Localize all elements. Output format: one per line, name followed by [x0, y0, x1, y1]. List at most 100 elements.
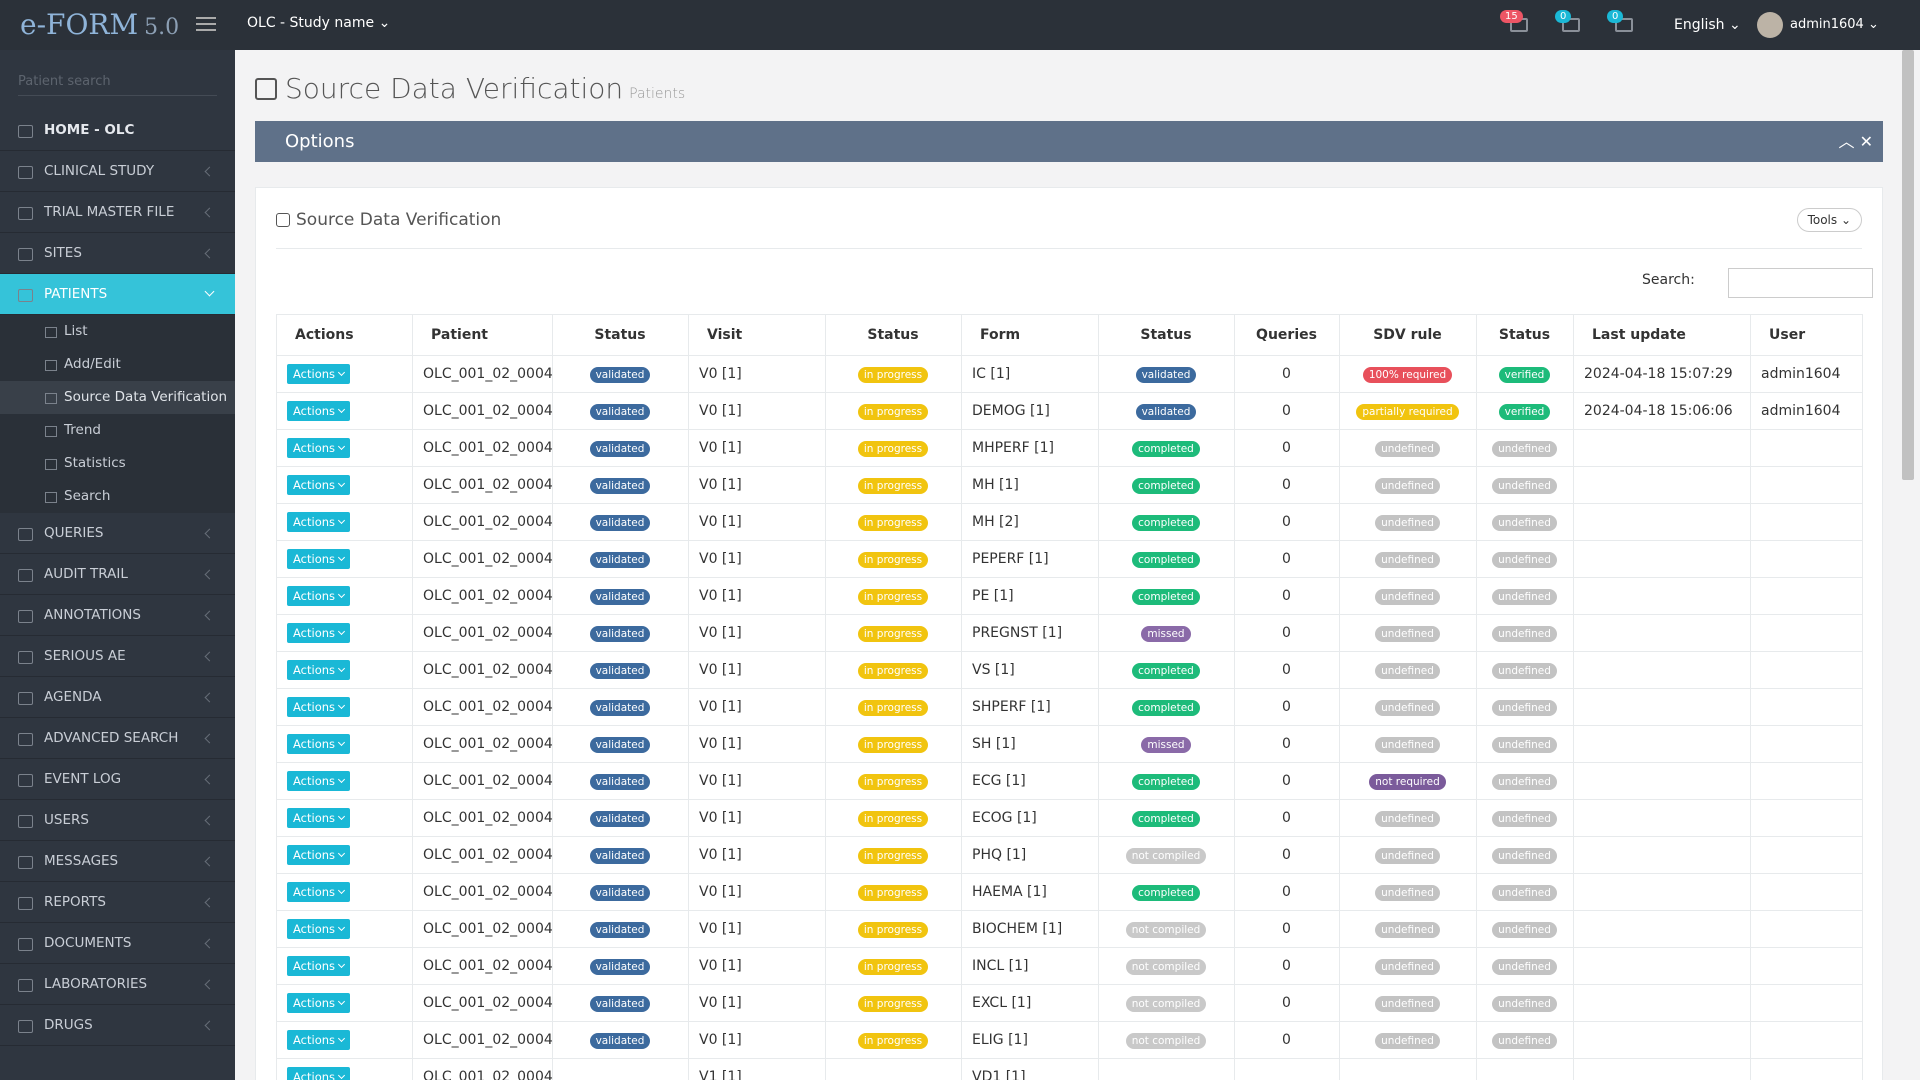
cell-text: OLC_001_02_0004	[423, 1032, 553, 1048]
user-menu[interactable]: admin1604 ⌄	[1790, 17, 1879, 32]
table-cell: missed	[1098, 725, 1235, 763]
status-badge: completed	[1132, 810, 1200, 827]
actions-button[interactable]: Actions	[287, 438, 351, 458]
study-selector[interactable]: OLC - Study name ⌄	[247, 15, 391, 31]
scrollbar[interactable]	[1902, 50, 1914, 480]
menu-item[interactable]: DRUGS	[0, 1005, 235, 1046]
cell-text: OLC_001_02_0004	[423, 995, 553, 1011]
status-badge: validated	[589, 403, 651, 420]
submenu-item[interactable]: Add/Edit	[0, 348, 235, 381]
menu-item[interactable]: AGENDA	[0, 677, 235, 718]
status-badge: completed	[1132, 514, 1200, 531]
menu-item[interactable]: EVENT LOG	[0, 759, 235, 800]
column-header[interactable]: Patient	[412, 314, 553, 356]
table-cell: V0 [1]	[688, 762, 826, 800]
actions-button[interactable]: Actions	[287, 808, 351, 828]
page-title: Source Data Verification Patients	[255, 72, 685, 105]
search-input[interactable]	[1728, 268, 1873, 298]
table-cell: OLC_001_02_0004	[412, 688, 553, 726]
menu-item[interactable]: QUERIES	[0, 513, 235, 554]
tools-button[interactable]: Tools ⌄	[1796, 208, 1862, 232]
actions-button[interactable]: Actions	[287, 586, 351, 606]
menu-item[interactable]: LABORATORIES	[0, 964, 235, 1005]
actions-button[interactable]: Actions	[287, 1030, 351, 1050]
patient-search[interactable]: Patient search	[18, 68, 217, 96]
menu-toggle[interactable]	[196, 17, 216, 31]
table-cell: ELIG [1]	[961, 1021, 1099, 1059]
menu-item[interactable]: AUDIT TRAIL	[0, 554, 235, 595]
calendar-icon[interactable]	[1615, 18, 1633, 32]
submenu-item[interactable]: List	[0, 315, 235, 348]
column-header[interactable]: Last update	[1573, 314, 1751, 356]
column-header[interactable]: Queries	[1234, 314, 1340, 356]
actions-button[interactable]: Actions	[287, 475, 351, 495]
column-header[interactable]: User	[1750, 314, 1863, 356]
table-cell: undefined	[1339, 1021, 1477, 1059]
status-badge: undefined	[1492, 477, 1557, 494]
cell-text: PEPERF [1]	[972, 551, 1049, 567]
options-panel[interactable]: Options ︿ ✕	[255, 121, 1883, 162]
actions-button[interactable]: Actions	[287, 401, 351, 421]
menu-item[interactable]: PATIENTS	[0, 274, 235, 315]
status-badge: in progress	[857, 514, 929, 531]
menu-item[interactable]: SITES	[0, 233, 235, 274]
column-header[interactable]: Status	[1476, 314, 1574, 356]
cell-text: OLC_001_02_0004	[423, 921, 553, 937]
menu-item[interactable]: ANNOTATIONS	[0, 595, 235, 636]
actions-button[interactable]: Actions	[287, 512, 351, 532]
submenu-item[interactable]: Trend	[0, 414, 235, 447]
table-cell: OLC_001_02_0004	[412, 466, 553, 504]
actions-button[interactable]: Actions	[287, 956, 351, 976]
actions-button[interactable]: Actions	[287, 623, 351, 643]
cell-text: V0 [1]	[699, 884, 742, 900]
actions-button[interactable]: Actions	[287, 845, 351, 865]
table-cell: PEPERF [1]	[961, 540, 1099, 578]
column-header[interactable]: Visit	[688, 314, 826, 356]
table-cell: OLC_001_02_0004	[412, 503, 553, 541]
column-header[interactable]: SDV rule	[1339, 314, 1477, 356]
actions-button[interactable]: Actions	[287, 882, 351, 902]
actions-button[interactable]: Actions	[287, 1067, 351, 1080]
submenu-item[interactable]: Search	[0, 480, 235, 513]
column-header[interactable]: Status	[1098, 314, 1235, 356]
menu-item[interactable]: USERS	[0, 800, 235, 841]
column-header[interactable]: Status	[825, 314, 962, 356]
table-cell: DEMOG [1]	[961, 392, 1099, 430]
column-header[interactable]: Form	[961, 314, 1099, 356]
status-badge: undefined	[1375, 736, 1440, 753]
submenu-item[interactable]: Source Data Verification	[0, 381, 235, 414]
table-cell: 2024-04-18 15:06:06	[1573, 392, 1751, 430]
menu-item[interactable]: REPORTS	[0, 882, 235, 923]
actions-button[interactable]: Actions	[287, 734, 351, 754]
menu-item[interactable]: ADVANCED SEARCH	[0, 718, 235, 759]
menu-item[interactable]: DOCUMENTS	[0, 923, 235, 964]
cell-text: V0 [1]	[699, 551, 742, 567]
menu-item[interactable]: TRIAL MASTER FILE	[0, 192, 235, 233]
table-cell: not compiled	[1098, 1021, 1235, 1059]
submenu-item[interactable]: Statistics	[0, 447, 235, 480]
table-cell	[1573, 429, 1751, 467]
mail-icon[interactable]	[1562, 18, 1580, 32]
column-header[interactable]: Status	[552, 314, 689, 356]
table-row: Actions OLC_001_02_0004 validated V0 [1] in …	[276, 725, 1863, 763]
actions-button[interactable]: Actions	[287, 364, 351, 384]
actions-button[interactable]: Actions	[287, 771, 351, 791]
language-selector[interactable]: English ⌄	[1674, 17, 1741, 33]
status-badge: undefined	[1492, 958, 1557, 975]
actions-button[interactable]: Actions	[287, 549, 351, 569]
actions-button[interactable]: Actions	[287, 660, 351, 680]
actions-button[interactable]: Actions	[287, 919, 351, 939]
logo[interactable]: e-FORM 5.0	[20, 8, 179, 41]
menu-item[interactable]: MESSAGES	[0, 841, 235, 882]
menu-item[interactable]: HOME - OLC	[0, 110, 235, 151]
table-cell: Actions	[276, 799, 413, 837]
table-cell: in progress	[825, 429, 962, 467]
menu-item[interactable]: CLINICAL STUDY	[0, 151, 235, 192]
actions-button[interactable]: Actions	[287, 993, 351, 1013]
actions-button[interactable]: Actions	[287, 697, 351, 717]
table-cell: 0	[1234, 466, 1340, 504]
table-cell: partially required	[1339, 392, 1477, 430]
table-cell: V0 [1]	[688, 799, 826, 837]
menu-item[interactable]: SERIOUS AE	[0, 636, 235, 677]
column-header[interactable]: Actions	[276, 314, 413, 356]
